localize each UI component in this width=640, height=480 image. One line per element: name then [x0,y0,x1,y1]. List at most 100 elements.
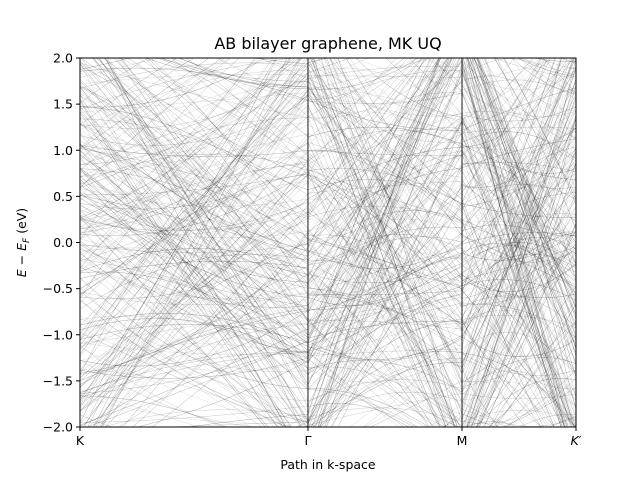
x-tick-label: K [76,433,85,448]
band-curve [118,58,576,337]
band-curve [93,93,576,427]
band-curve [80,58,576,383]
band-curve [80,115,576,427]
band-curve [80,58,576,261]
band-curve [80,153,567,427]
band-curve [80,58,546,379]
band-curve [80,58,555,427]
band-curve [80,94,496,427]
band-curve [80,92,576,335]
band-curve [80,133,576,427]
band-curve [80,58,576,122]
band-curve [80,58,576,374]
band-curve [471,58,565,427]
band-curve [80,58,576,250]
band-curve [80,167,576,376]
y-axis-label-unit: (eV) [14,208,29,238]
band-curve [132,232,576,427]
band-curve [80,58,576,427]
band-curve [80,144,576,255]
band-curve [80,58,569,427]
band-curve [80,148,576,427]
band-curve [80,58,576,235]
band-curve [80,58,557,373]
band-curve [105,58,576,427]
band-curve [80,148,576,351]
band-curve [80,233,576,393]
band-curve [80,273,576,374]
band-curve [80,58,576,266]
band-curve [80,118,576,427]
band-curve [80,58,406,415]
band-curve [144,58,575,427]
band-curve [80,234,555,427]
band-curve [98,58,576,368]
band-curve [80,71,571,427]
band-curve [121,58,576,338]
band-curve [80,69,576,427]
band-curve [98,58,576,386]
band-curve [80,300,576,372]
band-curve [104,58,551,427]
band-curve [86,61,575,427]
band-curve [80,164,576,389]
band-curve [80,58,537,427]
band-curve [80,150,576,427]
band-curve [100,94,576,427]
band-curve [80,93,576,427]
band-curve [270,58,576,124]
band-curve [80,58,573,388]
band-curve [80,58,564,427]
band-curve [80,77,576,427]
band-curve [80,58,574,427]
band-curve [80,67,576,131]
band-curve [80,113,576,427]
band-curve [150,58,575,427]
band-curve [80,58,576,427]
band-curve [80,222,576,427]
band-curve [295,99,576,427]
band-curve [178,58,576,292]
band-curve [80,58,576,89]
band-curve [80,154,576,402]
band-curve [80,200,576,427]
band-curve [80,143,576,427]
band-curve [84,58,576,427]
band-curve [80,174,576,407]
band-curve [99,88,508,427]
band-curve [80,188,576,360]
band-curve [80,58,576,427]
y-axis-label-sub: F [22,237,32,243]
band-curve [80,167,576,391]
band-curve [93,58,576,427]
band-curve [80,108,576,344]
band-curve [80,58,576,386]
band-curve [466,196,576,427]
band-curve [80,58,562,427]
band-curve [80,58,576,169]
band-curve [137,58,576,427]
band-curve [102,58,576,427]
band-curve [80,181,576,417]
band-curve [259,58,576,134]
band-curve [80,171,576,332]
band-curve [80,142,576,427]
band-curve [80,158,576,412]
band-curve [80,66,576,269]
band-curve [317,66,576,427]
band-curve [80,58,551,427]
x-axis: K Γ M K′ [76,427,582,448]
band-curve [137,81,576,427]
band-curve [80,61,576,282]
band-curve [80,97,576,336]
band-curve [185,58,576,427]
band-curve [97,189,576,427]
band-curve [80,58,568,427]
band-curve [93,58,576,427]
band-curve [80,58,576,340]
band-curve [80,192,576,306]
band-curve [151,290,576,427]
band-curve [80,66,576,427]
band-curve [80,58,576,385]
band-curve [80,58,548,427]
